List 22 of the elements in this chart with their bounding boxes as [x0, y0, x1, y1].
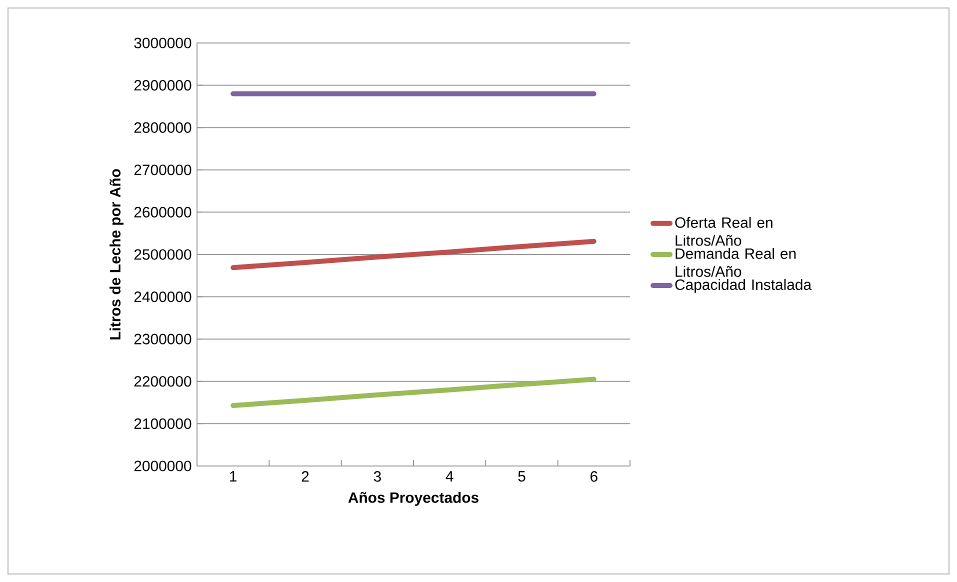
legend-label: Capacidad Instalada: [675, 279, 812, 293]
legend-label: Oferta Real en Litros/Año: [675, 216, 772, 246]
x-tick-label: 6: [590, 471, 598, 482]
y-tick-label: 3000000: [134, 38, 192, 48]
y-tick-label: 2100000: [134, 418, 192, 429]
x-tick-label: 5: [518, 471, 526, 482]
x-tick-label: 2: [302, 471, 309, 482]
y-tick-label: 2000000: [134, 460, 192, 472]
y-tick-label: 2900000: [134, 80, 192, 91]
y-tick-label: 2200000: [134, 376, 192, 387]
legend-label: Demanda Real en Litros/Año: [676, 248, 796, 277]
y-tick-label: 2700000: [134, 164, 192, 176]
x-tick-label: 4: [446, 471, 454, 482]
y-axis-title: Litros de Leche por Año: [110, 169, 124, 340]
y-tick-label: 2800000: [134, 122, 192, 133]
x-tick-label: 3: [374, 471, 381, 482]
x-axis-title: Años Proyectados: [348, 492, 478, 506]
y-tick-label: 2300000: [134, 334, 192, 344]
x-tick-label: 1: [230, 471, 237, 482]
y-tick-label: 2500000: [134, 249, 192, 260]
y-tick-label: 2600000: [134, 206, 192, 218]
y-tick-label: 2400000: [134, 291, 192, 302]
